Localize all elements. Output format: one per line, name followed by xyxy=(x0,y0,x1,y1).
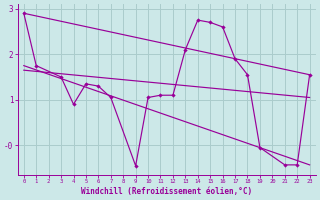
X-axis label: Windchill (Refroidissement éolien,°C): Windchill (Refroidissement éolien,°C) xyxy=(81,187,252,196)
